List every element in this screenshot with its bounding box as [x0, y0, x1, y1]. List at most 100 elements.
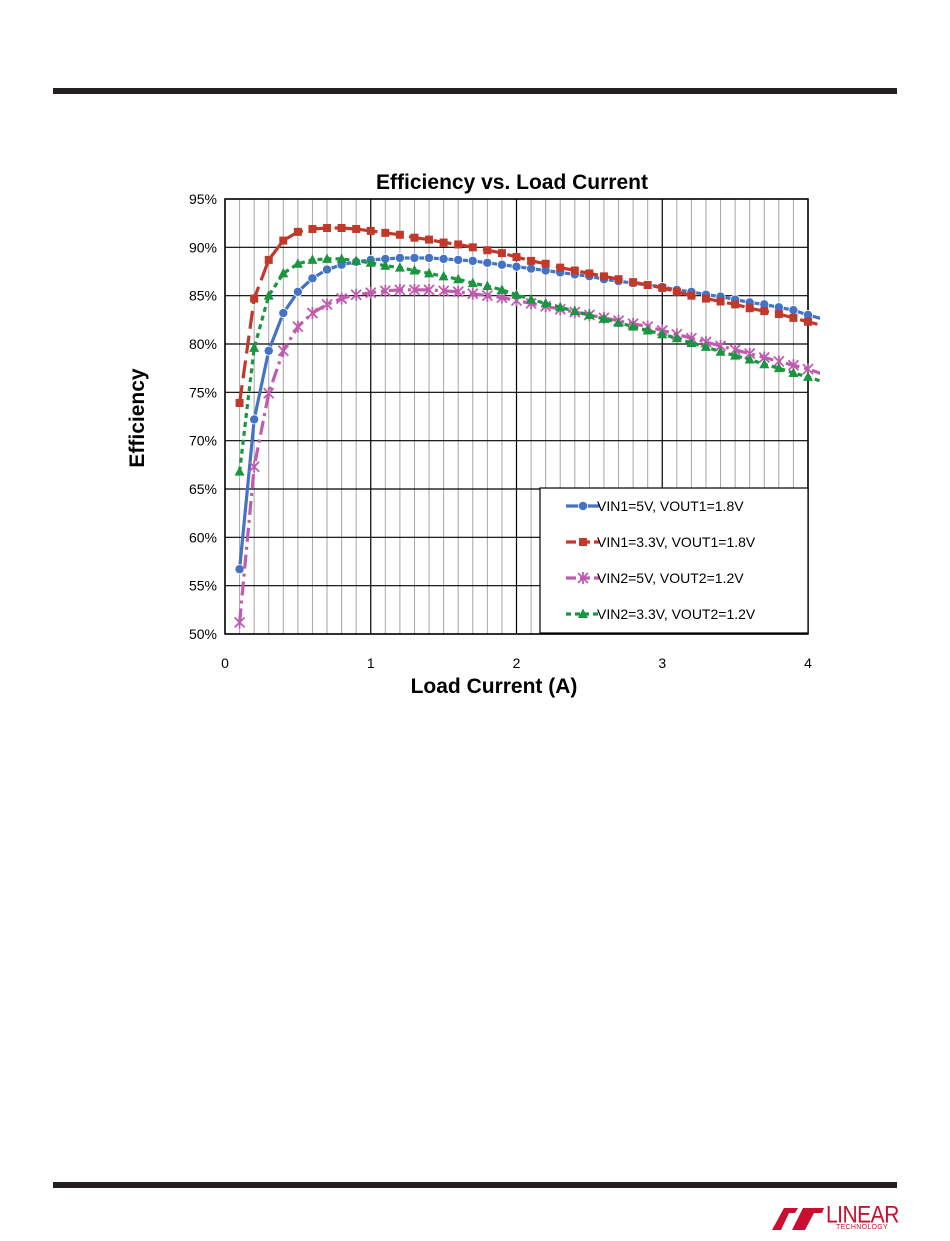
- data-point: [774, 310, 783, 319]
- data-point: [686, 337, 697, 348]
- data-point: [744, 353, 755, 364]
- data-point: [613, 317, 624, 327]
- data-point: [467, 287, 479, 300]
- y-tick-label: 85%: [189, 288, 217, 304]
- data-point: [555, 301, 566, 312]
- data-point: [395, 230, 404, 239]
- data-point: [496, 259, 507, 270]
- data-point: [773, 362, 784, 373]
- data-point: [410, 233, 419, 242]
- data-point: [336, 253, 347, 263]
- legend-marker: [578, 500, 589, 511]
- data-point: [438, 253, 449, 264]
- data-point: [497, 249, 506, 258]
- data-point: [424, 252, 435, 263]
- data-point: [482, 280, 493, 290]
- data-point: [671, 332, 682, 343]
- y-tick-labels: 50% 55% 60% 65% 70% 75% 80% 85% 90% 95%: [189, 191, 217, 642]
- data-point: [249, 342, 260, 352]
- data-point: [496, 284, 507, 294]
- series-line: [238, 226, 820, 404]
- data-point: [657, 328, 668, 339]
- series-layer: [233, 224, 820, 629]
- y-tick-label: 75%: [189, 384, 217, 400]
- data-point: [394, 252, 405, 263]
- x-tick-label: 4: [804, 655, 812, 671]
- y-tick-label: 65%: [189, 481, 217, 497]
- data-point: [337, 224, 346, 232]
- data-point: [453, 273, 464, 284]
- data-point: [687, 291, 696, 300]
- data-point: [322, 253, 333, 263]
- data-point: [527, 256, 536, 265]
- data-point: [570, 266, 579, 275]
- data-point: [263, 290, 274, 300]
- data-point: [511, 289, 522, 299]
- plot-frame: [224, 198, 809, 635]
- data-point: [409, 252, 420, 263]
- data-point: [526, 263, 537, 274]
- data-point: [394, 262, 405, 272]
- data-point: [540, 297, 551, 308]
- legend-item: VIN1=5V, VOUT1=1.8V: [566, 498, 744, 514]
- data-point: [292, 320, 304, 333]
- data-point: [380, 260, 391, 270]
- y-tick-label: 80%: [189, 336, 217, 352]
- data-point: [439, 238, 448, 247]
- x-tick-label: 2: [513, 655, 521, 671]
- data-point: [731, 300, 740, 309]
- data-point: [643, 281, 652, 290]
- data-point: [306, 307, 319, 320]
- data-point: [512, 253, 521, 261]
- data-point: [730, 350, 741, 360]
- data-point: [424, 267, 435, 278]
- legend-item: VIN2=3.3V, VOUT2=1.2V: [566, 606, 756, 622]
- data-point: [759, 358, 770, 369]
- data-point: [293, 227, 302, 236]
- data-point: [804, 317, 812, 326]
- header-rule: [53, 88, 897, 94]
- legend-item: VIN2=5V, VOUT2=1.2V: [566, 570, 744, 586]
- data-point: [322, 264, 333, 275]
- data-point: [350, 288, 362, 301]
- data-point: [569, 305, 580, 316]
- data-point: [788, 367, 799, 377]
- data-point: [248, 460, 260, 473]
- data-point: [760, 307, 769, 316]
- data-point: [642, 324, 653, 335]
- data-point: [365, 286, 377, 299]
- data-point: [264, 255, 273, 264]
- data-point: [381, 228, 390, 237]
- data-point: [292, 286, 303, 297]
- x-tick-label: 1: [367, 655, 375, 671]
- linear-logo-icon: [772, 1208, 824, 1230]
- data-point: [234, 564, 245, 575]
- data-point: [614, 275, 623, 284]
- data-point: [292, 258, 303, 268]
- efficiency-chart: Efficiency vs. Load Current 50% 55% 60% 65%…: [126, 171, 820, 698]
- data-point: [308, 224, 317, 233]
- data-point: [599, 272, 608, 281]
- logo-wordmark: LINEAR: [826, 1202, 899, 1229]
- y-tick-label: 70%: [189, 433, 217, 449]
- data-point: [467, 255, 478, 266]
- data-point: [629, 278, 638, 287]
- legend-marker: [578, 608, 588, 618]
- y-tick-label: 50%: [189, 626, 217, 642]
- data-point: [249, 414, 260, 425]
- data-point: [379, 284, 391, 297]
- data-point: [598, 313, 609, 323]
- data-point: [701, 294, 710, 303]
- data-point: [789, 313, 798, 322]
- x-axis-label: Load Current (A): [411, 675, 578, 698]
- data-point: [235, 398, 244, 407]
- data-point: [788, 305, 799, 316]
- data-point: [425, 235, 434, 244]
- data-point: [321, 298, 333, 311]
- legend-marker: [579, 538, 587, 546]
- data-point: [672, 287, 681, 296]
- data-point: [263, 387, 275, 400]
- data-point: [658, 283, 667, 292]
- data-point: [277, 344, 289, 357]
- data-point: [423, 283, 435, 296]
